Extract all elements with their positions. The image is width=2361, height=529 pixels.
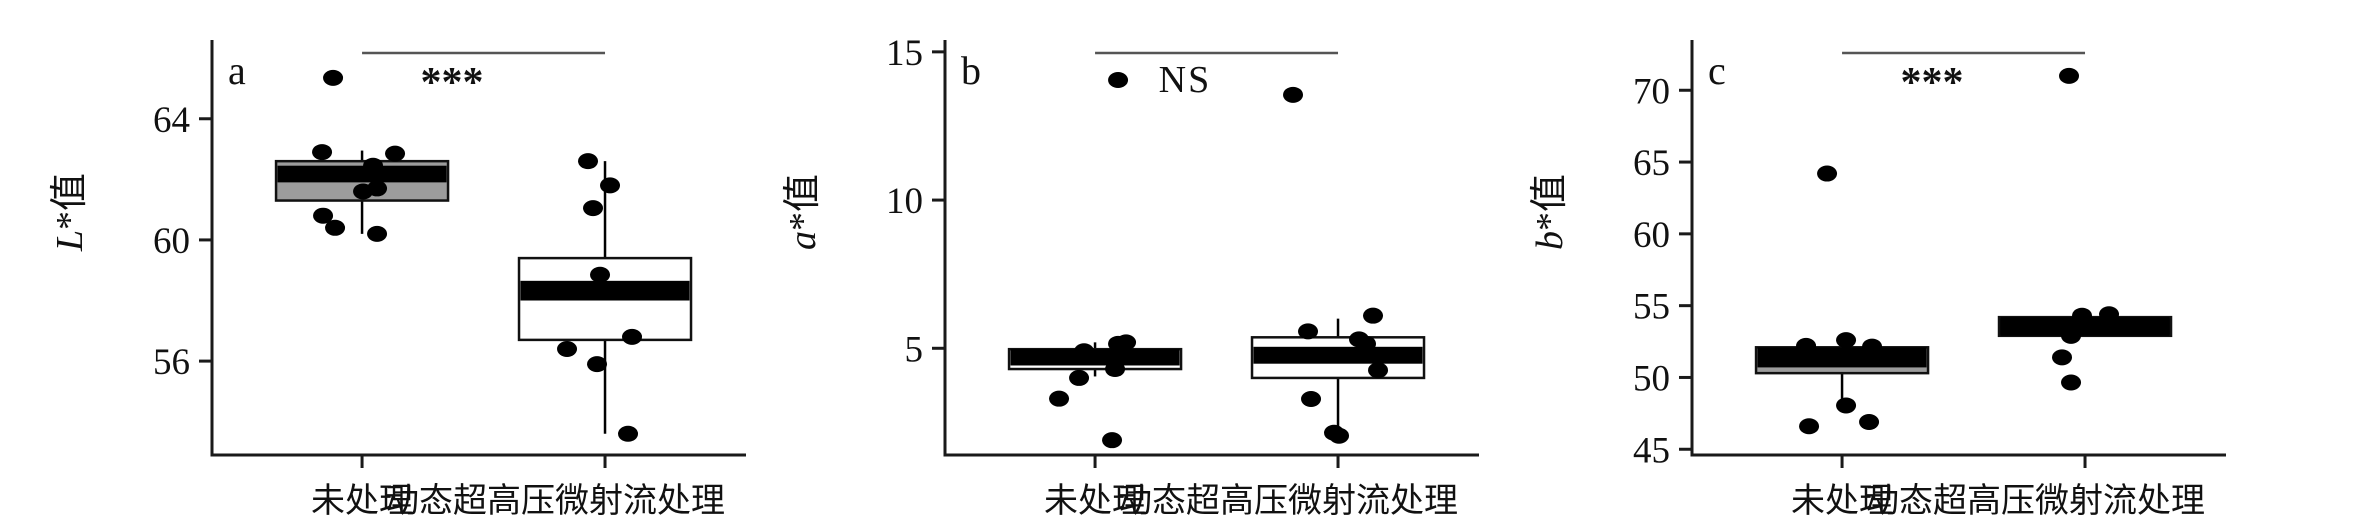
median-band (1010, 349, 1180, 366)
y-tick-label: 10 (886, 181, 923, 222)
data-point (1862, 338, 1883, 355)
x-category-label: 未处理 (1044, 482, 1146, 520)
data-point (1298, 323, 1319, 340)
data-point (2079, 319, 2100, 336)
data-point (1817, 165, 1838, 182)
data-point (1074, 343, 1095, 360)
y-tick-label: 50 (1633, 358, 1670, 399)
data-point (1105, 361, 1126, 378)
data-point (2099, 306, 2120, 323)
data-point (2061, 374, 2082, 391)
data-point (1356, 335, 1377, 352)
median-band (277, 165, 447, 183)
y-axis-title-rest: *值 (1529, 174, 1571, 231)
y-tick-label: 45 (1633, 430, 1670, 471)
y-axis-title-letter: a (782, 231, 824, 250)
median-band (1253, 346, 1423, 364)
data-point (590, 266, 611, 283)
data-point (353, 183, 374, 200)
y-tick-label: 15 (886, 33, 923, 74)
data-point (2061, 327, 2082, 344)
data-point (2059, 67, 2080, 84)
y-axis-title-letter: L (49, 230, 91, 252)
y-axis-title-rest: *值 (782, 174, 824, 231)
data-point (313, 207, 334, 224)
x-category-label: 动态超高压微射流处理 (1118, 482, 1458, 520)
data-point (367, 225, 388, 242)
data-point (312, 144, 333, 161)
x-category-label: 动态超高压微射流处理 (1865, 482, 2205, 520)
data-point (1799, 418, 1820, 435)
y-tick-label: 60 (1633, 215, 1670, 256)
y-tick-label: 70 (1633, 71, 1670, 112)
y-axis-title: b*值 (1529, 174, 1571, 250)
y-tick-label: 55 (1633, 287, 1670, 328)
data-point (323, 69, 344, 86)
data-point (1301, 390, 1322, 407)
panel-label: a (228, 48, 246, 93)
data-point (618, 425, 639, 442)
data-point (600, 177, 621, 194)
panel-label: b (961, 48, 981, 93)
data-point (1108, 335, 1129, 352)
median-band (520, 280, 690, 301)
significance-label: NS (1159, 59, 1212, 101)
data-point (363, 157, 384, 174)
significance-label: *** (420, 60, 483, 106)
y-tick-label: 56 (153, 342, 190, 383)
y-tick-label: 65 (1633, 143, 1670, 184)
y-axis-title-rest: *值 (49, 173, 91, 230)
y-tick-label: 64 (153, 100, 190, 141)
data-point (1283, 86, 1304, 103)
data-point (1108, 72, 1129, 89)
y-axis-title: a*值 (782, 174, 824, 250)
data-point (1368, 362, 1389, 379)
data-point (1329, 427, 1350, 444)
x-category-label: 动态超高压微射流处理 (385, 482, 725, 520)
y-tick-label: 5 (905, 329, 924, 370)
panel-label: c (1708, 48, 1726, 93)
data-point (557, 340, 578, 357)
data-point (1102, 432, 1123, 449)
y-axis-title: L*值 (49, 173, 91, 252)
data-point (385, 145, 406, 162)
y-axis-title-letter: b (1529, 231, 1571, 250)
data-point (1069, 369, 1090, 386)
data-point (1363, 307, 1384, 324)
median-band (1757, 347, 1927, 368)
data-point (325, 219, 346, 236)
x-category-label: 未处理 (311, 482, 413, 520)
data-point (2052, 349, 2073, 366)
significance-label: *** (1900, 60, 1963, 106)
data-point (583, 200, 604, 217)
data-point (1836, 332, 1857, 349)
data-point (1836, 397, 1857, 414)
y-tick-label: 60 (153, 221, 190, 262)
x-category-label: 未处理 (1791, 482, 1893, 520)
data-point (1796, 337, 1817, 354)
data-point (587, 356, 608, 373)
data-point (578, 153, 599, 170)
data-point (1049, 390, 1070, 407)
data-point (1859, 413, 1880, 430)
data-point (622, 328, 643, 345)
